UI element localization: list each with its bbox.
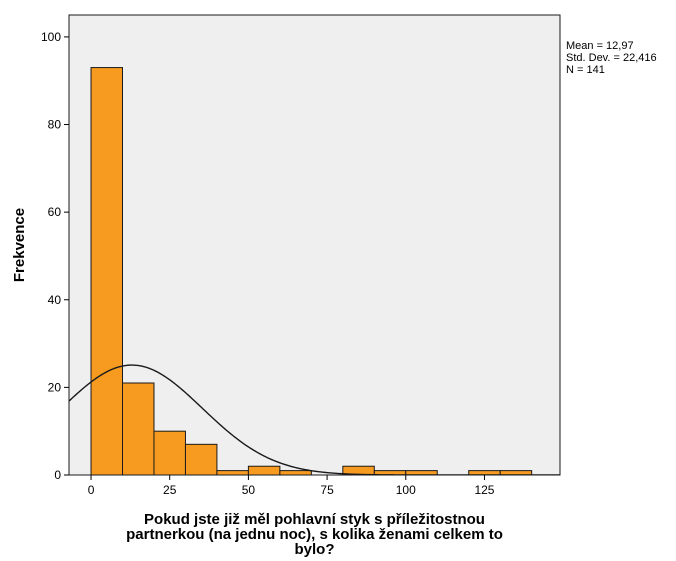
stats-n: N = 141 [566,64,605,76]
x-tick-label-2: 50 [242,483,256,497]
stats-mean: Mean = 12,97 [566,40,634,52]
x-tick-label-1: 25 [163,483,177,497]
normal-curve-line [69,364,560,475]
x-axis-title-line-2: partnerkou (na jednu noc), s kolika žena… [126,526,503,543]
x-tick-label-5: 125 [474,483,494,497]
plot-frame [68,14,561,476]
x-tick-label-0: 0 [88,483,95,497]
y-tick-label-0: 0 [54,468,61,482]
x-tick-label-4: 100 [396,483,416,497]
bars-group [90,67,533,476]
y-tick-label-5: 100 [41,30,61,44]
histogram-bar-0 [90,67,124,476]
y-axis-title: Frekvence [11,208,28,282]
histogram-bar-5 [247,465,281,476]
histogram-bar-1 [122,382,155,476]
x-tick-label-3: 75 [320,483,334,497]
histogram-bar-6 [279,470,312,476]
histogram-bar-4 [216,470,249,476]
x-axis-title-line-1: Pokud jste již měl pohlavní styk s příle… [144,511,485,528]
y-tick-label-2: 40 [48,293,62,307]
stats-std-dev: Std. Dev. = 22,416 [566,52,657,64]
histogram-bar-3 [184,443,218,476]
x-axis-title-line-3: bylo? [295,541,335,558]
histogram-bar-2 [153,430,186,476]
y-tick-label-1: 20 [48,380,62,394]
y-tick-label-3: 60 [48,205,62,219]
axes-group: 0 20 40 60 80 100 0 25 50 75 100 125 [41,30,495,497]
y-tick-label-4: 80 [48,118,62,132]
